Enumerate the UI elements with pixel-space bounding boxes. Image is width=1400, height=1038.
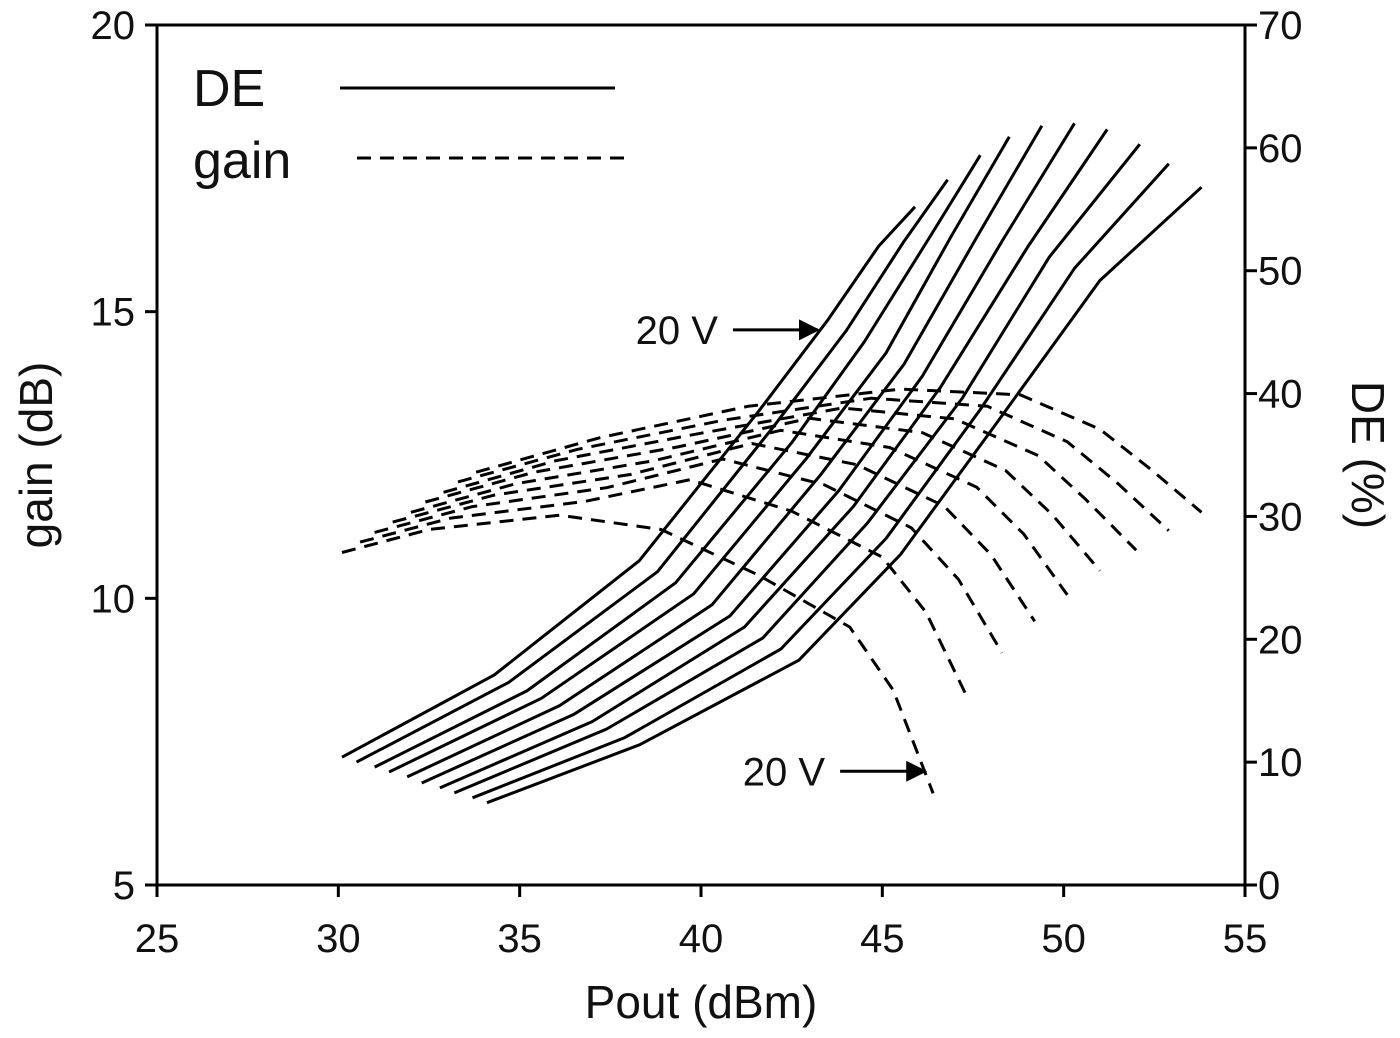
y-tick-label: 10: [91, 577, 136, 621]
de-curve: [355, 178, 949, 764]
x-tick-label: 40: [679, 917, 724, 961]
de-curve: [341, 205, 917, 759]
y2-tick-label: 0: [1258, 864, 1280, 908]
gain-curve: [359, 478, 968, 695]
x-tick-label: 35: [497, 917, 542, 961]
de-curve: [373, 154, 982, 769]
x-tick-label: 25: [135, 917, 180, 961]
de-curve: [439, 128, 1109, 790]
gain-curve: [392, 442, 1036, 623]
y2-tick-label: 70: [1258, 4, 1303, 48]
de-curve: [388, 136, 1011, 774]
y2-tick-label: 30: [1258, 495, 1303, 539]
y-tick-label: 20: [91, 4, 136, 48]
y-tick-label: 5: [113, 864, 135, 908]
gain-curve: [443, 406, 1138, 552]
legend-label: DE: [193, 60, 265, 118]
y2-tick-label: 20: [1258, 618, 1303, 662]
y2-tick-label: 50: [1258, 250, 1303, 294]
gain-curve: [341, 513, 935, 794]
x-axis-title: Pout (dBm): [585, 976, 818, 1028]
legend-label: gain: [193, 132, 291, 190]
de-curve: [486, 186, 1203, 805]
y-tick-label: 15: [91, 291, 136, 335]
annotation: 20 V: [743, 750, 826, 794]
gain-curve: [457, 396, 1170, 532]
x-tick-label: 45: [860, 917, 905, 961]
x-tick-label: 50: [1041, 917, 1086, 961]
de-curve: [406, 124, 1044, 779]
gain-curve: [475, 387, 1203, 514]
x-tick-label: 30: [316, 917, 361, 961]
y2-tick-label: 40: [1258, 373, 1303, 417]
y2-axis-title: DE (%): [1342, 381, 1394, 529]
gain-curve: [425, 416, 1102, 572]
de-curve: [453, 143, 1141, 795]
series-group: [341, 387, 1203, 794]
y2-tick-label: 60: [1258, 127, 1303, 171]
y-axis-title: gain (dB): [10, 362, 62, 549]
de-curve: [421, 122, 1076, 785]
y2-tick-label: 10: [1258, 741, 1303, 785]
series-group: [341, 122, 1203, 805]
x-tick-label: 55: [1223, 917, 1268, 961]
de-curve: [471, 162, 1170, 800]
annotation: 20 V: [636, 309, 719, 353]
gain-curve: [374, 457, 1004, 654]
